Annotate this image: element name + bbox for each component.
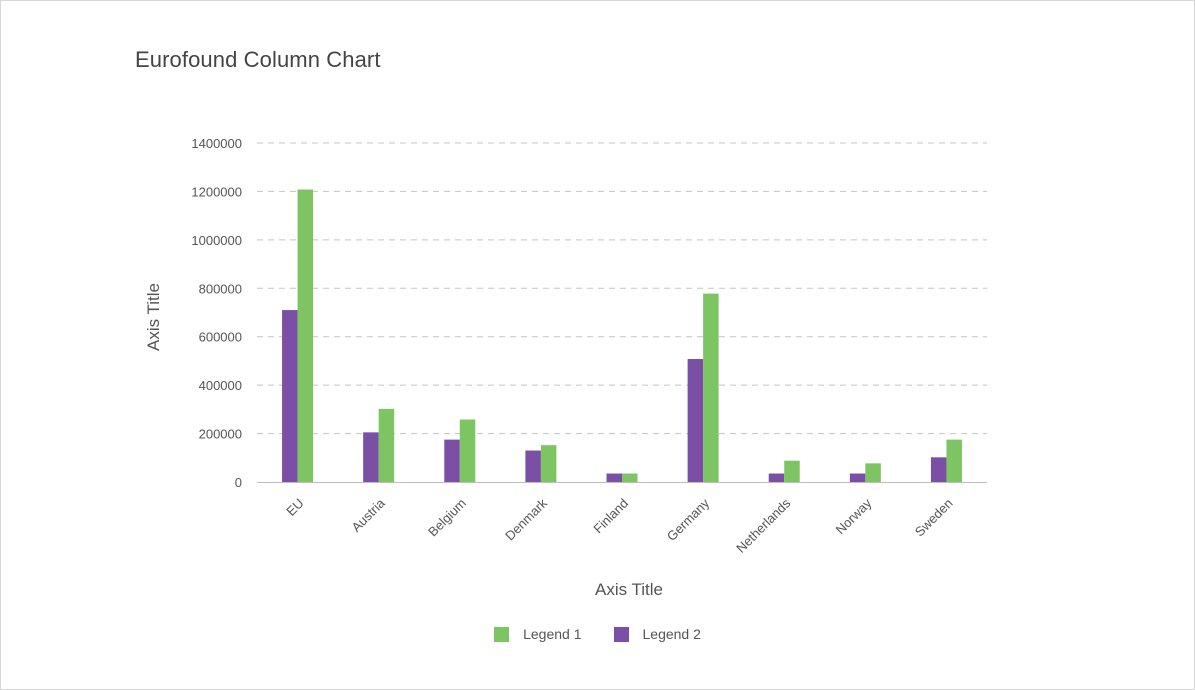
x-tick-label: Norway — [833, 495, 875, 537]
y-tick-label: 1000000 — [191, 233, 242, 248]
y-tick-label: 400000 — [199, 378, 242, 393]
bar-sweden-legend-2 — [930, 457, 947, 482]
x-axis-title: Axis Title — [595, 580, 663, 599]
bar-germany-legend-1 — [703, 293, 719, 482]
legend: Legend 1 Legend 2 — [0, 626, 1195, 642]
bar-netherlands-legend-1 — [784, 460, 800, 482]
bar-netherlands-legend-2 — [768, 473, 785, 482]
y-tick-label: 800000 — [199, 281, 242, 296]
y-tick-label: 0 — [235, 475, 242, 490]
bar-belgium-legend-1 — [459, 419, 476, 482]
bar-denmark-legend-1 — [540, 445, 557, 482]
legend-item-legend-1: Legend 1 — [494, 626, 582, 642]
bar-finland-legend-2 — [606, 473, 622, 482]
bar-eu-legend-2 — [282, 310, 298, 482]
bar-germany-legend-2 — [687, 358, 704, 482]
y-axis-ticks: 0 200000 400000 600000 800000 1000000 1200000 1… — [191, 136, 242, 490]
x-axis-ticks: EU Austria Belgium Denmark Finland Germany Net… — [283, 495, 955, 556]
bar-belgium-legend-2 — [444, 439, 460, 482]
y-tick-label: 1200000 — [191, 184, 242, 199]
bar-eu-legend-1 — [297, 189, 314, 482]
bar-norway-legend-2 — [849, 473, 866, 482]
bar-denmark-legend-2 — [525, 450, 541, 482]
x-tick-label: Belgium — [425, 496, 469, 540]
bar-sweden-legend-1 — [946, 439, 962, 482]
bars — [282, 189, 962, 482]
legend-item-legend-2: Legend 2 — [613, 626, 701, 642]
bar-finland-legend-1 — [622, 473, 638, 482]
x-tick-label: Sweden — [912, 496, 956, 540]
x-tick-label: EU — [283, 496, 306, 519]
y-tick-label: 600000 — [199, 330, 242, 345]
bar-norway-legend-1 — [865, 463, 881, 482]
chart-title: Eurofound Column Chart — [135, 47, 381, 72]
x-tick-label: Netherlands — [733, 495, 794, 556]
x-tick-label: Denmark — [502, 495, 550, 543]
legend-label: Legend 1 — [523, 626, 582, 642]
x-tick-label: Germany — [664, 495, 713, 544]
y-tick-label: 200000 — [199, 427, 242, 442]
y-tick-label: 1400000 — [191, 136, 242, 151]
y-axis-title: Axis Title — [144, 283, 163, 351]
legend-swatch — [494, 626, 510, 642]
x-tick-label: Finland — [590, 496, 631, 537]
legend-label: Legend 2 — [642, 626, 701, 642]
legend-swatch — [613, 626, 629, 642]
bar-austria-legend-1 — [378, 408, 395, 482]
x-tick-label: Austria — [349, 495, 389, 535]
bar-austria-legend-2 — [363, 432, 379, 482]
gridlines — [257, 142, 987, 435]
